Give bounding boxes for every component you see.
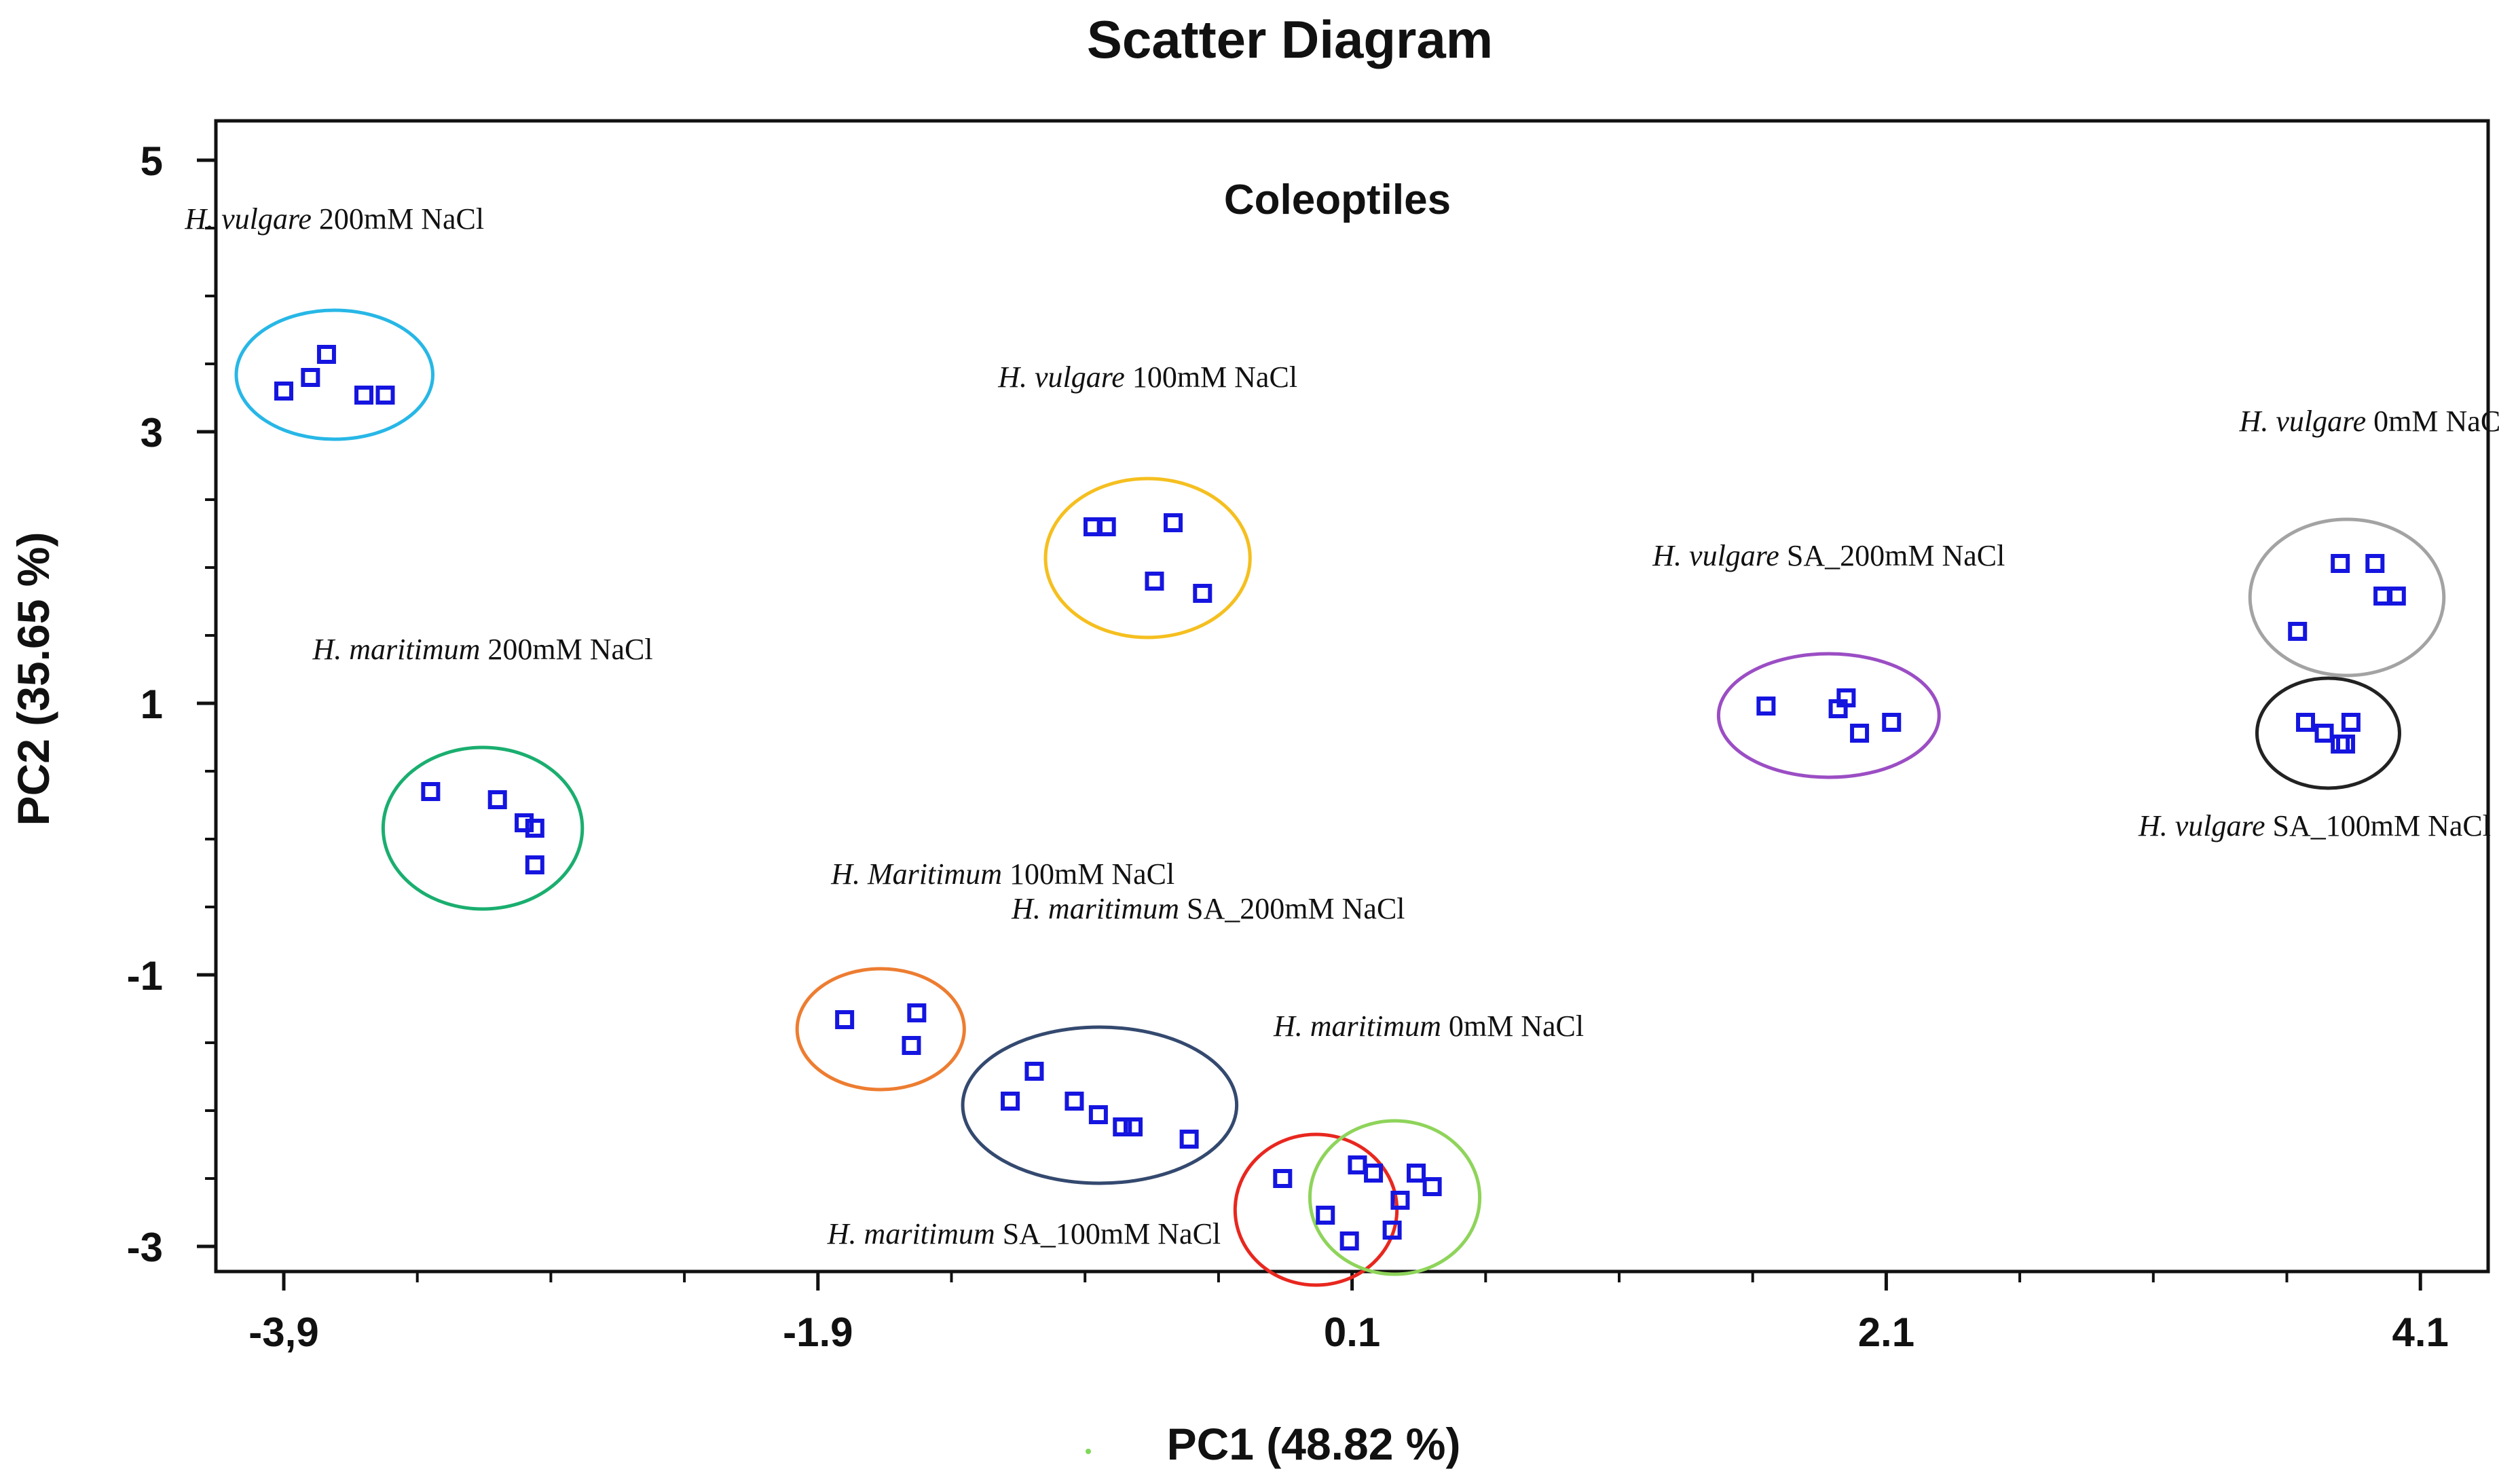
group-label: H. Maritimum 100mM NaCl bbox=[830, 857, 1174, 891]
data-point bbox=[2386, 587, 2406, 606]
y-tick-label: -3 bbox=[127, 1225, 163, 1270]
data-point bbox=[375, 386, 395, 405]
data-point bbox=[2296, 713, 2316, 732]
legend-marker bbox=[1086, 1449, 1091, 1454]
data-point bbox=[525, 819, 544, 838]
group-label: H. vulgare 0mM NaCl bbox=[2239, 405, 2499, 438]
group-label: H. vulgare SA_200mM NaCl bbox=[1652, 539, 2005, 572]
chart-subtitle: Coleoptiles bbox=[1224, 177, 1451, 223]
data-point bbox=[835, 1010, 855, 1029]
data-points bbox=[274, 345, 2406, 1250]
group-label: H. maritimum SA_100mM NaCl bbox=[827, 1217, 1221, 1250]
data-point bbox=[2331, 554, 2350, 573]
group-label: H. maritimum 200mM NaCl bbox=[312, 633, 653, 666]
data-point bbox=[316, 345, 336, 364]
x-tick-label: -3,9 bbox=[248, 1310, 318, 1355]
data-point bbox=[1145, 572, 1164, 591]
group-label: H. vulgare SA_100mM NaCl bbox=[2138, 809, 2491, 842]
data-point bbox=[1096, 517, 1116, 536]
data-point bbox=[2288, 622, 2308, 641]
group-ellipse bbox=[381, 745, 585, 911]
data-point bbox=[1024, 1062, 1044, 1081]
data-point bbox=[487, 790, 507, 809]
data-point bbox=[421, 782, 441, 801]
data-point bbox=[907, 1003, 927, 1022]
plot-area bbox=[214, 119, 2490, 1274]
data-point bbox=[1316, 1206, 1335, 1225]
group-labels: H. vulgare 200mM NaCl H. vulgare 100mM Na… bbox=[184, 202, 2499, 1250]
group-ellipse bbox=[961, 1025, 1239, 1185]
data-point bbox=[301, 368, 320, 387]
x-tick-label: 4.1 bbox=[2392, 1310, 2448, 1355]
data-point bbox=[1407, 1164, 1426, 1183]
data-point bbox=[354, 386, 374, 405]
data-point bbox=[2331, 735, 2350, 754]
group-ellipse bbox=[1308, 1119, 1482, 1276]
x-axis-label: PC1 (48.82 %) bbox=[1167, 1419, 1461, 1469]
data-point bbox=[1088, 1105, 1108, 1124]
data-point bbox=[1348, 1155, 1367, 1174]
axis-ticks: -3,9 -1.9 0.1 2.1 4.1 5 3 1 -1 -3 bbox=[127, 138, 2449, 1355]
group-ellipse bbox=[2248, 517, 2446, 678]
data-point bbox=[1193, 584, 1213, 603]
chart-title: Scatter Diagram bbox=[1087, 10, 1493, 69]
y-tick-label: 5 bbox=[141, 138, 163, 184]
data-point bbox=[1124, 1117, 1143, 1136]
group-label: H. maritimum SA_200mM NaCl bbox=[1011, 892, 1405, 925]
data-point bbox=[1850, 724, 1870, 743]
group-ellipse bbox=[795, 967, 966, 1092]
data-point bbox=[1001, 1092, 1020, 1111]
group-label: H. vulgare 100mM NaCl bbox=[997, 360, 1297, 394]
data-point bbox=[1382, 1221, 1402, 1240]
data-point bbox=[2314, 724, 2334, 743]
x-tick-label: 0.1 bbox=[1324, 1310, 1380, 1355]
data-point bbox=[1065, 1092, 1084, 1111]
data-point bbox=[2365, 554, 2385, 573]
group-ellipse bbox=[1043, 477, 1252, 639]
data-point bbox=[1339, 1231, 1359, 1250]
y-tick-label: -1 bbox=[127, 953, 163, 999]
data-point bbox=[1273, 1169, 1293, 1188]
data-point bbox=[525, 855, 544, 874]
data-point bbox=[1113, 1117, 1132, 1136]
x-tick-label: 2.1 bbox=[1858, 1310, 1914, 1355]
y-axis-label: PC2 (35.65 %) bbox=[8, 532, 58, 826]
y-tick-label: 3 bbox=[141, 410, 163, 456]
data-point bbox=[274, 382, 293, 401]
data-point bbox=[902, 1036, 921, 1055]
data-point bbox=[2341, 713, 2361, 732]
data-point bbox=[1164, 513, 1183, 532]
data-point bbox=[1882, 713, 1902, 732]
y-tick-label: 1 bbox=[141, 682, 163, 727]
group-ellipse bbox=[234, 308, 434, 441]
data-point bbox=[1422, 1177, 1442, 1196]
group-label: H. vulgare 200mM NaCl bbox=[184, 202, 484, 236]
data-point bbox=[1179, 1130, 1199, 1149]
data-point bbox=[1364, 1164, 1384, 1183]
group-ellipse bbox=[2255, 676, 2401, 790]
x-tick-label: -1.9 bbox=[783, 1310, 853, 1355]
data-point bbox=[1756, 697, 1776, 716]
data-point bbox=[1836, 688, 1856, 707]
data-point bbox=[1390, 1191, 1410, 1210]
data-point bbox=[2336, 735, 2356, 754]
group-ellipse bbox=[1716, 652, 1941, 779]
group-label: H. maritimum 0mM NaCl bbox=[1273, 1009, 1584, 1043]
group-ellipses bbox=[234, 308, 2446, 1287]
